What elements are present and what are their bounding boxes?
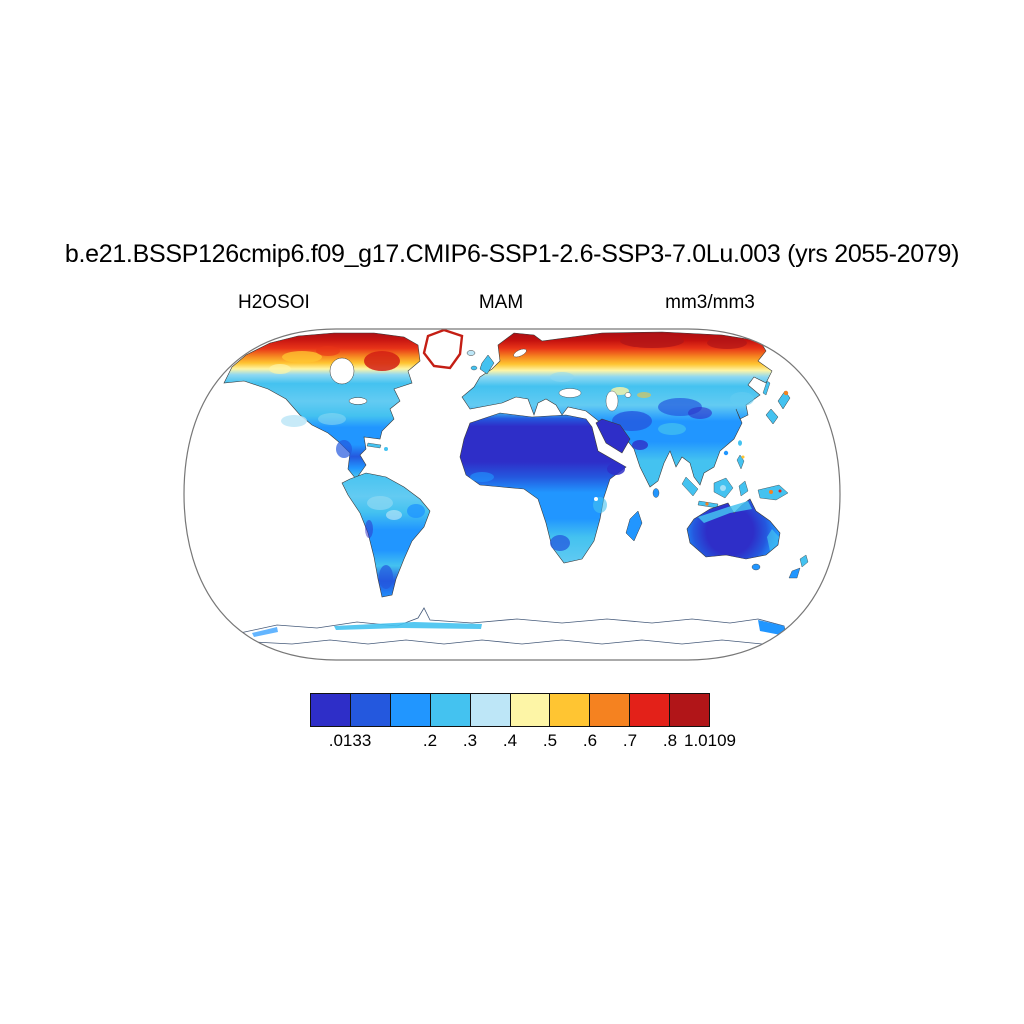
colorbar-box — [430, 694, 471, 726]
hokkaido — [783, 390, 789, 396]
colorbar-tick-label: .7 — [622, 731, 638, 750]
colorbar-tick-label: .3 — [462, 731, 478, 750]
japan-kyushu — [765, 408, 779, 425]
colorbar-box — [630, 694, 671, 726]
colorbar: .0133 .2 .3 .4 .5 .6 .7 .8 1.0109 — [310, 693, 736, 753]
plot-title: b.e21.BSSP126cmip6.f09_g17.CMIP6-SSP1-2.… — [64, 240, 960, 268]
variable-label: H2OSOI — [238, 292, 310, 313]
colorbar-tick-label: .4 — [502, 731, 518, 750]
aral-sea — [624, 392, 632, 398]
arabian-peninsula — [595, 418, 631, 454]
baltic-sea — [513, 348, 527, 358]
islands — [366, 350, 791, 509]
new-zealand-south — [788, 567, 801, 579]
philippines — [736, 454, 745, 470]
iceland — [466, 350, 476, 356]
colorbar-boxes — [310, 693, 710, 727]
continent-africa — [459, 412, 643, 564]
madagascar — [625, 510, 643, 542]
colorbar-tick-label: .0133 — [328, 731, 372, 750]
ireland — [470, 365, 478, 371]
colorbar-box — [350, 694, 391, 726]
sri-lanka — [652, 488, 660, 498]
great-britain — [479, 354, 495, 375]
black-sea — [558, 388, 582, 398]
continent-australia — [686, 498, 809, 579]
continent-eurasia — [461, 331, 773, 488]
colorbar-box — [390, 694, 431, 726]
lake-victoria — [594, 497, 598, 501]
world-map — [182, 327, 842, 662]
great-lakes — [348, 397, 368, 405]
colorbar-box — [510, 694, 551, 726]
hudson-bay — [329, 357, 355, 385]
tasmania — [751, 563, 761, 571]
sumatra — [681, 476, 699, 497]
colorbar-tick-label: .2 — [422, 731, 438, 750]
colorbar-box — [670, 694, 710, 726]
new-guinea — [757, 484, 789, 501]
season-label: MAM — [478, 292, 524, 313]
colorbar-tick-label: .6 — [582, 731, 598, 750]
map-frame — [183, 328, 841, 661]
sakhalin — [762, 380, 771, 396]
colorbar-tick-label: .8 — [662, 731, 678, 750]
colorbar-box — [550, 694, 591, 726]
colorbar-box — [590, 694, 631, 726]
colorbar-tick-label: 1.0109 — [684, 731, 736, 750]
taiwan — [738, 440, 742, 446]
continent-south-america — [341, 472, 431, 598]
continent-antarctica — [238, 607, 788, 645]
colorbar-tick-labels: .0133 .2 .3 .4 .5 .6 .7 .8 1.0109 — [310, 731, 736, 753]
cuba — [366, 442, 382, 449]
units-label: mm3/mm3 — [665, 292, 755, 313]
continent-north-america — [223, 332, 421, 480]
sulawesi — [738, 480, 749, 497]
colorbar-box — [311, 694, 351, 726]
greenland — [422, 329, 464, 370]
hispaniola — [384, 447, 388, 451]
new-zealand-north — [799, 554, 809, 568]
colorbar-tick-label: .5 — [542, 731, 558, 750]
colorbar-box — [470, 694, 511, 726]
caspian-sea — [605, 390, 619, 412]
hainan — [723, 450, 729, 456]
japan-honshu — [777, 390, 791, 410]
